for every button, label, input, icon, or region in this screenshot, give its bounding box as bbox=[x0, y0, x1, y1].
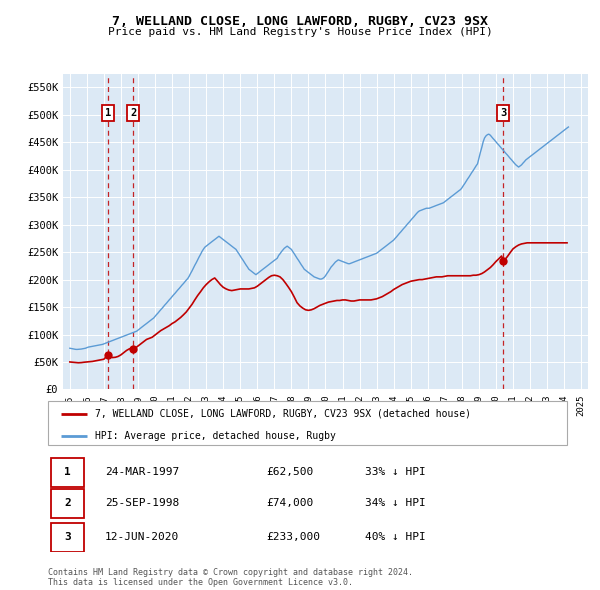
Text: 3: 3 bbox=[500, 108, 506, 118]
Text: Price paid vs. HM Land Registry's House Price Index (HPI): Price paid vs. HM Land Registry's House … bbox=[107, 27, 493, 37]
Text: Contains HM Land Registry data © Crown copyright and database right 2024.
This d: Contains HM Land Registry data © Crown c… bbox=[48, 568, 413, 587]
Text: 1: 1 bbox=[64, 467, 71, 477]
Text: £74,000: £74,000 bbox=[266, 498, 313, 508]
Text: 25-SEP-1998: 25-SEP-1998 bbox=[105, 498, 179, 508]
Text: 40% ↓ HPI: 40% ↓ HPI bbox=[365, 532, 425, 542]
Text: 7, WELLAND CLOSE, LONG LAWFORD, RUGBY, CV23 9SX (detached house): 7, WELLAND CLOSE, LONG LAWFORD, RUGBY, C… bbox=[95, 409, 471, 418]
Text: HPI: Average price, detached house, Rugby: HPI: Average price, detached house, Rugb… bbox=[95, 431, 335, 441]
Text: £62,500: £62,500 bbox=[266, 467, 313, 477]
Text: 2: 2 bbox=[64, 498, 71, 508]
FancyBboxPatch shape bbox=[50, 489, 85, 518]
Text: 2: 2 bbox=[130, 108, 137, 118]
Text: 12-JUN-2020: 12-JUN-2020 bbox=[105, 532, 179, 542]
Text: 33% ↓ HPI: 33% ↓ HPI bbox=[365, 467, 425, 477]
Text: £233,000: £233,000 bbox=[266, 532, 320, 542]
Text: 24-MAR-1997: 24-MAR-1997 bbox=[105, 467, 179, 477]
Text: 3: 3 bbox=[64, 532, 71, 542]
FancyBboxPatch shape bbox=[50, 523, 85, 552]
Text: 1: 1 bbox=[104, 108, 111, 118]
FancyBboxPatch shape bbox=[50, 458, 85, 487]
FancyBboxPatch shape bbox=[48, 401, 567, 445]
Text: 7, WELLAND CLOSE, LONG LAWFORD, RUGBY, CV23 9SX: 7, WELLAND CLOSE, LONG LAWFORD, RUGBY, C… bbox=[112, 15, 488, 28]
Text: 34% ↓ HPI: 34% ↓ HPI bbox=[365, 498, 425, 508]
